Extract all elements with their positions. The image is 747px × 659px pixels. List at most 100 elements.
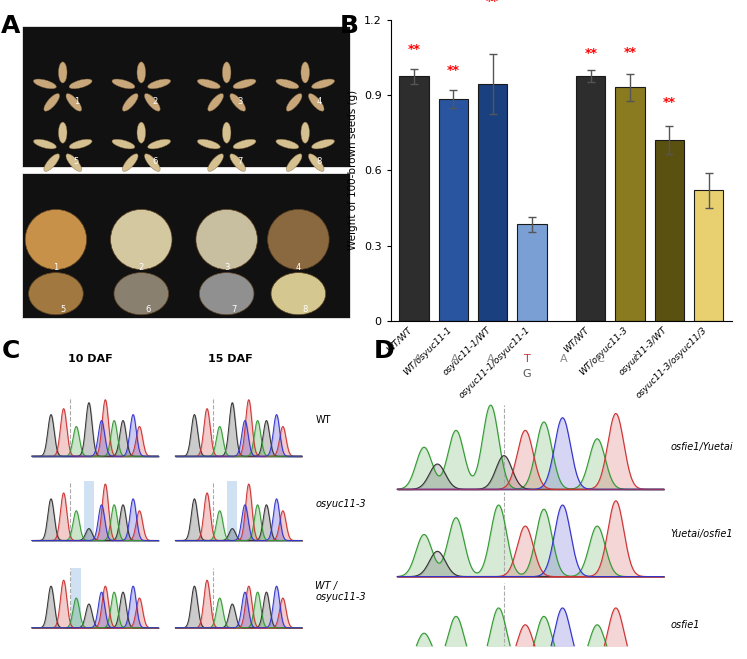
Text: 4: 4 [316, 97, 321, 106]
Ellipse shape [286, 154, 302, 171]
Ellipse shape [34, 79, 56, 89]
Text: T: T [524, 354, 530, 364]
Ellipse shape [233, 139, 256, 149]
Ellipse shape [230, 94, 246, 111]
Text: 15 DAF: 15 DAF [208, 354, 252, 364]
Ellipse shape [233, 79, 256, 89]
Ellipse shape [311, 79, 335, 89]
Ellipse shape [223, 122, 231, 143]
Ellipse shape [44, 154, 60, 171]
Ellipse shape [301, 62, 309, 83]
Y-axis label: Weight of 100-brown seeds (g): Weight of 100-brown seeds (g) [348, 90, 359, 250]
Ellipse shape [28, 273, 83, 315]
Ellipse shape [25, 210, 87, 270]
Text: 5: 5 [60, 304, 66, 314]
FancyBboxPatch shape [71, 568, 81, 628]
Text: osyuc11-3: osyuc11-3 [315, 500, 366, 509]
Text: **: ** [624, 45, 636, 59]
Ellipse shape [301, 122, 309, 143]
Bar [400, 76, 429, 321]
Ellipse shape [286, 94, 302, 111]
Ellipse shape [69, 139, 92, 149]
Ellipse shape [197, 79, 220, 89]
Text: T: T [633, 354, 640, 364]
Text: WT /
osyuc11-3: WT / osyuc11-3 [315, 581, 366, 602]
Ellipse shape [114, 273, 169, 315]
Ellipse shape [271, 273, 326, 315]
Text: 8: 8 [316, 158, 321, 166]
Text: **: ** [447, 65, 460, 78]
Text: **: ** [584, 47, 598, 60]
Ellipse shape [44, 94, 60, 111]
FancyBboxPatch shape [22, 26, 350, 167]
Ellipse shape [199, 273, 254, 315]
Ellipse shape [267, 210, 329, 270]
Ellipse shape [123, 94, 138, 111]
Ellipse shape [112, 139, 135, 149]
FancyBboxPatch shape [84, 481, 94, 540]
Bar [438, 99, 468, 321]
Ellipse shape [197, 139, 220, 149]
Text: 4: 4 [296, 262, 301, 272]
Text: C: C [596, 354, 604, 364]
Text: A: A [487, 354, 495, 364]
Text: A: A [560, 354, 568, 364]
Text: 5: 5 [74, 158, 79, 166]
Ellipse shape [66, 154, 81, 171]
Ellipse shape [196, 210, 258, 270]
Text: 1: 1 [74, 97, 79, 106]
Ellipse shape [34, 139, 56, 149]
Text: B: B [339, 14, 359, 38]
Ellipse shape [58, 122, 67, 143]
Ellipse shape [309, 154, 324, 171]
Ellipse shape [208, 94, 223, 111]
Text: 3: 3 [238, 97, 243, 106]
Bar [654, 140, 684, 321]
Ellipse shape [309, 94, 324, 111]
Text: Yuetai/osfie1: Yuetai/osfie1 [671, 529, 734, 540]
Ellipse shape [276, 79, 299, 89]
Text: **: ** [486, 0, 499, 9]
Ellipse shape [111, 210, 172, 270]
Ellipse shape [148, 79, 170, 89]
Text: G: G [523, 369, 531, 379]
Text: 2: 2 [139, 262, 144, 272]
Ellipse shape [112, 79, 135, 89]
Ellipse shape [69, 79, 92, 89]
Text: C: C [1, 339, 19, 363]
Ellipse shape [230, 154, 246, 171]
Ellipse shape [223, 62, 231, 83]
Bar [478, 84, 507, 321]
Ellipse shape [144, 154, 160, 171]
FancyBboxPatch shape [227, 481, 238, 540]
Text: A: A [414, 354, 422, 364]
Text: D: D [374, 339, 394, 363]
Text: 1: 1 [53, 262, 58, 272]
Text: 6: 6 [152, 158, 158, 166]
Bar [517, 224, 547, 321]
Ellipse shape [208, 154, 223, 171]
Ellipse shape [137, 122, 146, 143]
Bar [694, 190, 723, 321]
Ellipse shape [123, 154, 138, 171]
Text: osfie1/Yuetai: osfie1/Yuetai [671, 442, 734, 452]
Text: **: ** [663, 96, 676, 109]
Text: **: ** [408, 43, 421, 56]
Text: 8: 8 [303, 304, 308, 314]
Ellipse shape [58, 62, 67, 83]
Bar [616, 88, 645, 321]
Ellipse shape [148, 139, 170, 149]
Ellipse shape [137, 62, 146, 83]
Bar [576, 76, 606, 321]
Text: A: A [450, 354, 458, 364]
Text: 3: 3 [224, 262, 229, 272]
Text: 7: 7 [231, 304, 236, 314]
Ellipse shape [311, 139, 335, 149]
Ellipse shape [66, 94, 81, 111]
Text: A: A [1, 14, 21, 38]
Text: 7: 7 [238, 158, 243, 166]
Text: 2: 2 [152, 97, 158, 106]
FancyBboxPatch shape [22, 173, 350, 318]
Ellipse shape [144, 94, 160, 111]
Text: 10 DAF: 10 DAF [68, 354, 112, 364]
